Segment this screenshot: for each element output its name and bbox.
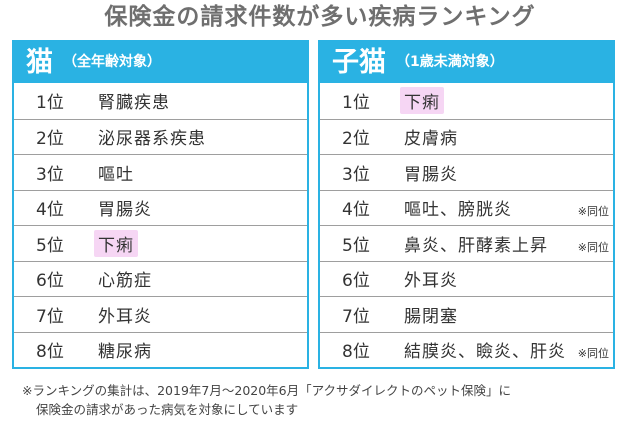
ranking-row: 7位 腸閉塞 — [320, 296, 613, 332]
footnote-line-2: 保険金の請求があった病気を対象にしています — [36, 402, 299, 417]
rank-label: 6位 — [36, 271, 64, 292]
disease-name: 皮膚病 — [404, 129, 458, 150]
ranking-row: 2位 泌尿器系疾患 — [14, 118, 307, 155]
kitten-ranking-list: 1位 下痢 2位 皮膚病 3位 胃腸炎 4位 嘔吐、膀胱炎 ※同位 5位 鼻炎、肝酵素上昇 ※同位 6位… — [320, 83, 613, 367]
cat-ranking-panel: 猫 （全年齢対象） 1位 腎臓疾患 2位 泌尿器系疾患 3位 嘔吐 4位 胃腸炎 5位 下痢 6位 心… — [12, 40, 309, 369]
ranking-row: 6位 心筋症 — [14, 260, 307, 297]
cat-ranking-list: 1位 腎臓疾患 2位 泌尿器系疾患 3位 嘔吐 4位 胃腸炎 5位 下痢 6位 心筋症 7位 外耳炎 8位 糖… — [14, 83, 307, 367]
disease-name: 嘔吐 — [98, 164, 134, 185]
rank-label: 6位 — [342, 271, 370, 292]
kitten-subheading: （1歳未満対象） — [396, 54, 504, 70]
footnote: ※ランキングの集計は、2019年7月～2020年6月「アクサダイレクトのペット保… — [22, 381, 632, 419]
footnote-line-1: ※ランキングの集計は、2019年7月～2020年6月「アクサダイレクトのペット保… — [22, 383, 512, 398]
rank-label: 1位 — [36, 93, 64, 114]
disease-name: 胃腸炎 — [404, 164, 458, 185]
disease-name: 胃腸炎 — [98, 200, 152, 221]
ranking-row: 1位 腎臓疾患 — [14, 83, 307, 119]
ranking-row: 2位 皮膚病 — [320, 118, 613, 155]
disease-name: 泌尿器系疾患 — [98, 129, 206, 150]
disease-name-highlighted: 下痢 — [94, 229, 138, 257]
disease-name: 外耳炎 — [98, 306, 152, 327]
rank-label: 5位 — [342, 235, 370, 256]
cat-panel-header: 猫 （全年齢対象） — [14, 42, 307, 83]
rank-label: 3位 — [342, 164, 370, 185]
kitten-heading: 子猫 — [332, 47, 386, 78]
tie-note: ※同位 — [577, 240, 609, 254]
ranking-row: 3位 胃腸炎 — [320, 154, 613, 190]
ranking-row: 8位 結膜炎、瞼炎、肝炎 ※同位 — [320, 331, 613, 368]
kitten-ranking-panel: 子猫 （1歳未満対象） 1位 下痢 2位 皮膚病 3位 胃腸炎 4位 嘔吐、膀胱炎 ※同位 5位 鼻… — [318, 40, 615, 369]
rank-label: 2位 — [36, 129, 64, 150]
cat-heading: 猫 — [26, 47, 53, 78]
ranking-row: 8位 糖尿病 — [14, 331, 307, 368]
rank-label: 1位 — [342, 93, 370, 114]
rank-label: 3位 — [36, 164, 64, 185]
ranking-row: 3位 嘔吐 — [14, 154, 307, 190]
rank-label: 4位 — [36, 200, 64, 221]
disease-name: 心筋症 — [98, 271, 152, 292]
disease-name: 腸閉塞 — [404, 306, 458, 327]
disease-name: 糖尿病 — [98, 342, 152, 363]
rank-label: 8位 — [342, 342, 370, 363]
rank-label: 7位 — [36, 306, 64, 327]
ranking-row: 5位 鼻炎、肝酵素上昇 ※同位 — [320, 225, 613, 261]
rank-label: 7位 — [342, 306, 370, 327]
disease-name: 鼻炎、肝酵素上昇 — [404, 235, 548, 256]
ranking-row: 4位 胃腸炎 — [14, 189, 307, 226]
kitten-panel-header: 子猫 （1歳未満対象） — [320, 42, 613, 83]
page-title: 保険金の請求件数が多い疾病ランキング — [104, 4, 536, 30]
ranking-row: 6位 外耳炎 — [320, 260, 613, 297]
rank-label: 2位 — [342, 129, 370, 150]
ranking-row: 4位 嘔吐、膀胱炎 ※同位 — [320, 189, 613, 226]
disease-name: 腎臓疾患 — [98, 93, 170, 114]
ranking-row: 1位 下痢 — [320, 83, 613, 119]
disease-name-highlighted: 下痢 — [400, 87, 444, 115]
disease-name: 結膜炎、瞼炎、肝炎 — [404, 342, 566, 363]
rank-label: 4位 — [342, 200, 370, 221]
disease-name: 外耳炎 — [404, 271, 458, 292]
tie-note: ※同位 — [577, 205, 609, 218]
cat-subheading: （全年齢対象） — [63, 54, 161, 70]
disease-name: 嘔吐、膀胱炎 — [404, 200, 512, 221]
rank-label: 5位 — [36, 235, 64, 256]
ranking-row: 5位 下痢 — [14, 225, 307, 261]
tie-note: ※同位 — [577, 347, 609, 360]
rank-label: 8位 — [36, 342, 64, 363]
ranking-row: 7位 外耳炎 — [14, 296, 307, 332]
